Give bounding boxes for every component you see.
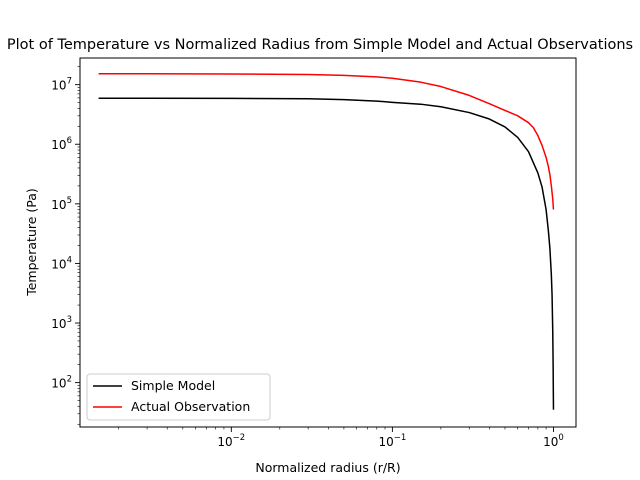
x-tick-label: 10−2 [217, 433, 245, 449]
x-tick-label: 10−1 [378, 433, 406, 449]
x-tick-label: 100 [543, 433, 564, 449]
legend-label-simple-model: Simple Model [131, 378, 215, 393]
legend-box [86, 373, 271, 421]
y-tick-label: 107 [51, 77, 72, 93]
legend-label-actual-observation: Actual Observation [131, 399, 250, 414]
plot-frame [79, 57, 577, 428]
y-tick-label: 102 [51, 375, 72, 391]
series-line-actual-observation [98, 73, 555, 210]
series-layer [98, 73, 555, 410]
legend: Simple Model Actual Observation [86, 373, 271, 421]
y-tick-label: 103 [51, 315, 72, 331]
y-tick-label: 104 [51, 255, 72, 271]
x-axis-label: Normalized radius (r/R) [255, 460, 400, 475]
y-tick-label: 106 [51, 136, 72, 152]
chart-title: Plot of Temperature vs Normalized Radius… [7, 37, 633, 53]
series-line-simple-model [98, 97, 555, 410]
y-tick-label: 105 [51, 196, 72, 212]
y-axis-label: Temperature (Pa) [24, 188, 39, 297]
tick-layer: 10−2 10−1 100 102 103 104 105 106 107 [51, 66, 564, 449]
